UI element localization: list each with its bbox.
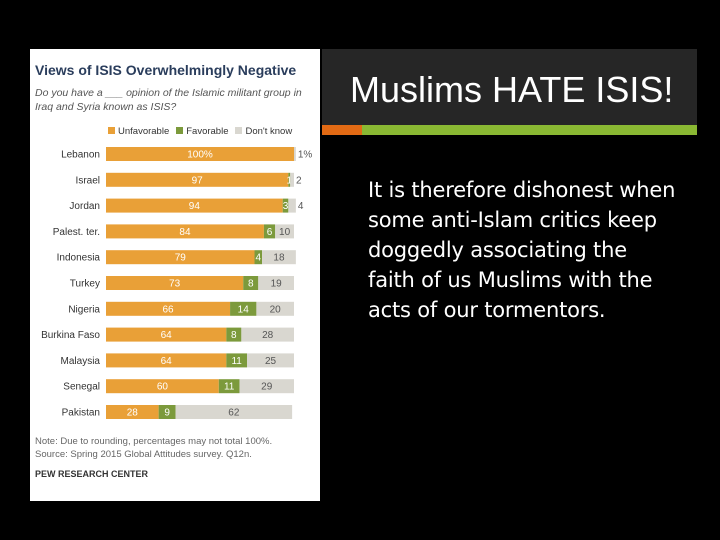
data-label: 1	[287, 175, 293, 186]
data-label: 19	[271, 279, 283, 290]
legend-item-2: Don't know	[235, 126, 292, 137]
bar-segment	[106, 353, 227, 368]
bar-segment	[258, 276, 294, 290]
bar-segment	[254, 250, 263, 265]
bar-segment	[247, 353, 294, 368]
category-label: Malaysia	[61, 356, 101, 367]
data-label: 6	[267, 227, 273, 238]
bar-segment	[218, 379, 240, 394]
data-label: 10	[279, 227, 291, 238]
chart-publisher: PEW RESEARCH CENTER	[35, 469, 149, 479]
slide-title: Muslims HATE ISIS!	[350, 69, 674, 110]
legend-swatch	[108, 127, 115, 134]
data-label: 84	[179, 227, 191, 238]
legend-item-1: Favorable	[176, 126, 228, 137]
bar-segment	[239, 379, 294, 394]
slide-body-text: It is therefore dishonest when some anti…	[368, 178, 676, 322]
category-label: Indonesia	[57, 253, 101, 264]
category-label: Turkey	[70, 279, 100, 290]
data-label: 4	[255, 253, 261, 264]
category-label: Senegal	[63, 382, 100, 393]
bar-segment	[106, 172, 289, 187]
data-label: 97	[192, 175, 204, 186]
data-label: 64	[161, 356, 173, 367]
data-label: 94	[189, 201, 201, 212]
bar-segment	[226, 353, 247, 368]
bar-segment	[158, 405, 176, 419]
data-label: 2	[296, 175, 302, 186]
bar-segment	[106, 276, 244, 290]
chart-panel: Views of ISIS Overwhelmingly Negative Do…	[30, 49, 320, 501]
data-label: 8	[248, 279, 254, 290]
legend-label: Don't know	[245, 126, 293, 137]
legend-swatch	[176, 127, 184, 134]
data-label: 9	[164, 408, 170, 419]
data-label: 18	[273, 253, 285, 264]
category-label: Pakistan	[62, 408, 100, 419]
bar-segment	[106, 301, 231, 316]
data-label: 60	[157, 382, 169, 393]
bar-segment	[263, 224, 276, 239]
bar-segment	[106, 198, 283, 213]
data-label: 66	[162, 304, 174, 315]
category-label: Nigeria	[68, 304, 100, 315]
legend-swatch	[235, 127, 243, 134]
bar-segment	[106, 379, 219, 394]
data-label: 25	[265, 356, 277, 367]
data-label: 3	[283, 201, 289, 212]
bar-segment	[262, 250, 296, 265]
bar-segment	[106, 147, 294, 161]
category-label: Jordan	[69, 201, 100, 212]
chart-subtitle: Do you have a ___ opinion of the Islamic…	[35, 87, 302, 113]
bar-segment	[288, 198, 296, 213]
category-label: Lebanon	[61, 150, 100, 161]
bar-segment	[230, 301, 257, 316]
category-label: Burkina Faso	[41, 330, 100, 341]
bar-segment	[175, 405, 293, 419]
bar-segment	[275, 224, 294, 239]
bar-segment	[243, 276, 259, 290]
bar-segment	[282, 198, 289, 213]
data-label: 11	[231, 356, 242, 367]
category-label: Israel	[76, 175, 100, 186]
data-label: 28	[262, 330, 274, 341]
data-label: 100%	[187, 150, 213, 161]
bar-segment	[288, 172, 291, 187]
data-label: 62	[228, 408, 240, 419]
accent-bar-green	[362, 125, 697, 135]
bar-segment	[106, 405, 159, 419]
chart-legend: Unfavorable Favorable Don't know	[108, 126, 299, 137]
chart-title: Views of ISIS Overwhelmingly Negative	[35, 62, 297, 78]
bar-segment	[106, 327, 227, 342]
bar-segment	[256, 301, 294, 316]
data-label: 29	[261, 382, 273, 393]
bar-segment	[106, 224, 264, 239]
data-label: 20	[270, 304, 282, 315]
category-label: Palest. ter.	[53, 227, 100, 238]
title-bar	[322, 49, 697, 125]
data-label: 4	[298, 201, 304, 212]
accent-bar-orange	[322, 125, 362, 135]
data-label: 73	[169, 279, 181, 290]
bar-segment	[226, 327, 242, 342]
bar-segment	[241, 327, 294, 342]
data-label: 1%	[298, 150, 313, 161]
chart-source: Source: Spring 2015 Global Attitudes sur…	[35, 449, 252, 460]
data-label: 28	[127, 408, 139, 419]
legend-label: Favorable	[186, 126, 229, 137]
data-label: 8	[231, 330, 237, 341]
bar-segment	[294, 147, 296, 161]
data-label: 64	[161, 330, 173, 341]
legend-label: Unfavorable	[118, 126, 170, 137]
data-label: 79	[175, 253, 187, 264]
data-label: 14	[238, 304, 250, 315]
bar-segment	[106, 250, 255, 265]
data-label: 11	[224, 382, 235, 393]
bar-segment	[290, 172, 294, 187]
legend-item-0: Unfavorable	[108, 126, 169, 137]
chart-note: Note: Due to rounding, percentages may n…	[35, 436, 273, 447]
